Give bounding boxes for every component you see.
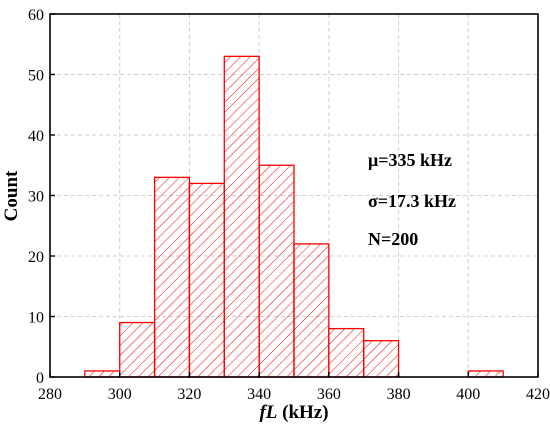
stats-annotations: μ=335 kHz σ=17.3 kHz N=200 (368, 150, 456, 249)
x-axis-label-units: (kHz) (277, 402, 328, 423)
histogram-bar-360-370 (328, 327, 365, 378)
histogram-bar-400-410 (467, 370, 504, 378)
x-tick-label-420: 420 (526, 386, 550, 403)
histogram-bar-290-300 (84, 370, 121, 378)
x-tick-label-320: 320 (177, 386, 201, 403)
y-tick-label-0: 0 (36, 370, 44, 387)
y-tick-label-50: 50 (28, 68, 44, 85)
histogram-bar-320-330 (188, 182, 225, 378)
y-tick-label-60: 60 (28, 7, 44, 24)
histogram-bar-310-320 (153, 176, 191, 378)
x-tick-label-340: 340 (247, 386, 271, 403)
x-tick-label-300: 300 (108, 386, 132, 403)
stat-annotation-2: N=200 (368, 229, 418, 249)
histogram-bar-300-310 (119, 321, 156, 378)
y-tick-label-30: 30 (28, 189, 44, 206)
stat-annotation-0: μ=335 kHz (368, 150, 452, 170)
histogram-bar-340-350 (258, 164, 295, 378)
x-tick-label-280: 280 (38, 386, 62, 403)
histogram-bar-370-380 (363, 340, 400, 378)
y-axis-label: Count (1, 170, 22, 221)
histogram-bar-350-360 (293, 243, 330, 378)
bars (84, 55, 504, 378)
stat-annotation-1: σ=17.3 kHz (368, 191, 456, 211)
x-axis-label-italic: fL (259, 402, 277, 423)
y-tick-label-20: 20 (28, 249, 44, 266)
x-tick-label-360: 360 (317, 386, 341, 403)
x-tick-label-380: 380 (387, 386, 411, 403)
ticks: 280 300 320 340 360 380 400 420 0 10 20 30 40 50 60 (28, 7, 550, 403)
x-axis-label: fL (kHz) (259, 402, 328, 423)
x-tick-label-400: 400 (456, 386, 480, 403)
y-tick-label-10: 10 (28, 310, 44, 327)
y-tick-label-40: 40 (28, 128, 44, 145)
histogram-bar-330-340 (223, 55, 260, 378)
